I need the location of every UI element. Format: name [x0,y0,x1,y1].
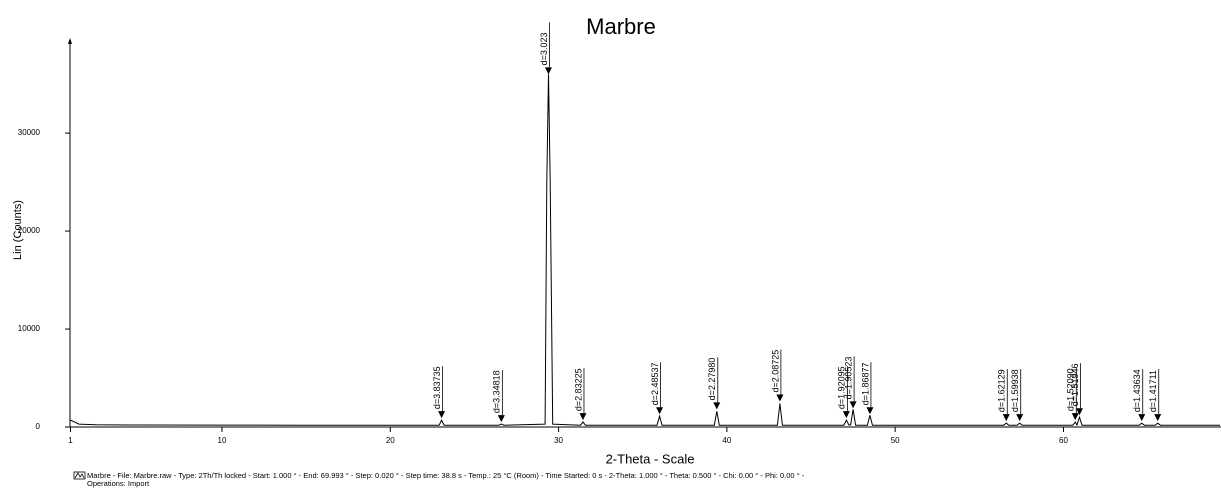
diffraction-line [70,74,1221,427]
peak-marker [656,407,664,415]
peak-marker [849,401,857,409]
peak-marker [544,67,552,75]
y-axis-label: Lin (Counts) [12,200,24,260]
peak-label: d=1.59938 [1010,369,1020,412]
footer-icon [73,471,86,480]
x-tick-label: 20 [386,436,395,445]
peak-marker [1016,414,1024,422]
peak-label: d=2.27980 [707,358,717,401]
chart-title: Marbre [586,14,656,39]
peak-marker [1138,414,1146,422]
peak-marker [438,411,446,419]
peak-label: d=1.90523 [843,357,853,400]
x-tick-label: 30 [554,436,563,445]
x-tick-label: 1 [68,436,73,445]
x-tick-label: 40 [722,436,731,445]
peak-label: d=1.92095 [837,366,847,409]
peak-marker [1002,414,1010,422]
footer-line: Marbre - File: Marbre.raw - Type: 2Th/Th… [87,471,805,480]
peak-marker [497,415,505,423]
peak-label: d=2.08725 [770,350,780,393]
peak-marker [1075,408,1083,416]
peak-label: d=3.83735 [432,366,442,409]
peak-label: d=1.51946 [1070,363,1080,406]
peak-label: d=2.83225 [573,368,583,411]
x-tick-label: 50 [891,436,900,445]
x-tick-label: 60 [1059,436,1068,445]
peak-label: d=2.48537 [650,362,660,405]
peak-label: d=3.34818 [492,370,502,413]
peak-marker [776,394,784,402]
peak-label: d=1.41711 [1148,370,1158,412]
y-tick-label: 0 [36,422,41,431]
y-axis-arrow [68,38,72,44]
x-tick-label: 10 [218,436,227,445]
peak-label: d=1.86877 [860,362,870,405]
y-tick-label: 20000 [18,226,41,235]
peak-marker [579,413,587,421]
peak-marker [713,402,721,410]
peak-label: d=1.62129 [997,369,1007,412]
footer-line: Operations: Import [87,479,150,488]
peak-label: d=3.023 [539,33,549,66]
peak-marker [866,407,874,415]
x-axis-label: 2-Theta - Scale [606,451,695,466]
peak-label: d=1.43634 [1132,369,1142,412]
peak-marker [1071,413,1079,421]
peak-label: d=1.52090 [1066,368,1076,411]
y-tick-label: 30000 [18,128,41,137]
peak-marker [1154,414,1162,422]
y-tick-label: 10000 [18,324,41,333]
peak-marker [842,411,850,419]
